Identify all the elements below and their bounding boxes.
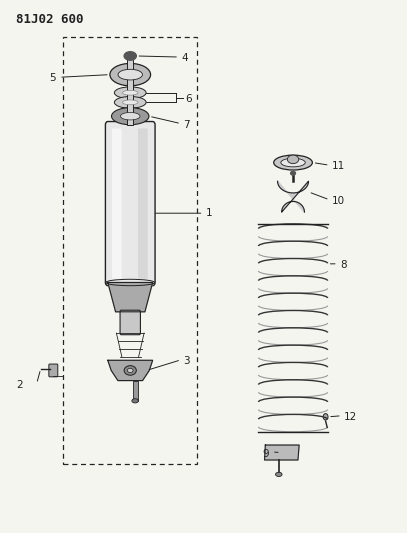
FancyBboxPatch shape — [112, 128, 122, 279]
Ellipse shape — [287, 155, 299, 164]
Ellipse shape — [112, 108, 149, 125]
Ellipse shape — [123, 90, 138, 95]
Ellipse shape — [276, 472, 282, 477]
Text: 1: 1 — [206, 208, 212, 218]
Ellipse shape — [323, 414, 328, 420]
Ellipse shape — [127, 368, 133, 373]
Text: 3: 3 — [183, 356, 190, 366]
Ellipse shape — [127, 54, 133, 58]
FancyBboxPatch shape — [49, 364, 58, 377]
Bar — [63, 37, 197, 464]
FancyBboxPatch shape — [138, 128, 148, 279]
Ellipse shape — [118, 69, 142, 80]
Text: 81J02 600: 81J02 600 — [16, 13, 84, 26]
Ellipse shape — [127, 53, 133, 59]
Text: 12: 12 — [344, 412, 357, 422]
Ellipse shape — [124, 366, 136, 375]
Text: 11: 11 — [332, 161, 345, 171]
Text: 10: 10 — [332, 196, 345, 206]
Text: 9: 9 — [262, 449, 269, 459]
Ellipse shape — [123, 100, 138, 104]
Text: 2: 2 — [16, 380, 22, 390]
Ellipse shape — [110, 63, 151, 86]
Bar — [127, 56, 133, 125]
Polygon shape — [108, 360, 153, 381]
Polygon shape — [278, 181, 309, 212]
Ellipse shape — [291, 171, 295, 175]
Bar — [133, 381, 138, 401]
Polygon shape — [108, 282, 153, 312]
Text: 6: 6 — [185, 94, 192, 103]
Ellipse shape — [120, 112, 140, 120]
Polygon shape — [265, 445, 299, 460]
Text: 7: 7 — [183, 120, 190, 130]
Ellipse shape — [114, 96, 146, 108]
Text: 8: 8 — [340, 260, 346, 270]
Ellipse shape — [132, 399, 138, 403]
FancyBboxPatch shape — [105, 122, 155, 286]
FancyBboxPatch shape — [120, 310, 140, 335]
Ellipse shape — [281, 158, 305, 167]
Ellipse shape — [114, 87, 146, 99]
Text: 4: 4 — [181, 53, 188, 63]
Text: 5: 5 — [50, 74, 56, 83]
Ellipse shape — [274, 155, 312, 170]
Ellipse shape — [124, 52, 136, 60]
